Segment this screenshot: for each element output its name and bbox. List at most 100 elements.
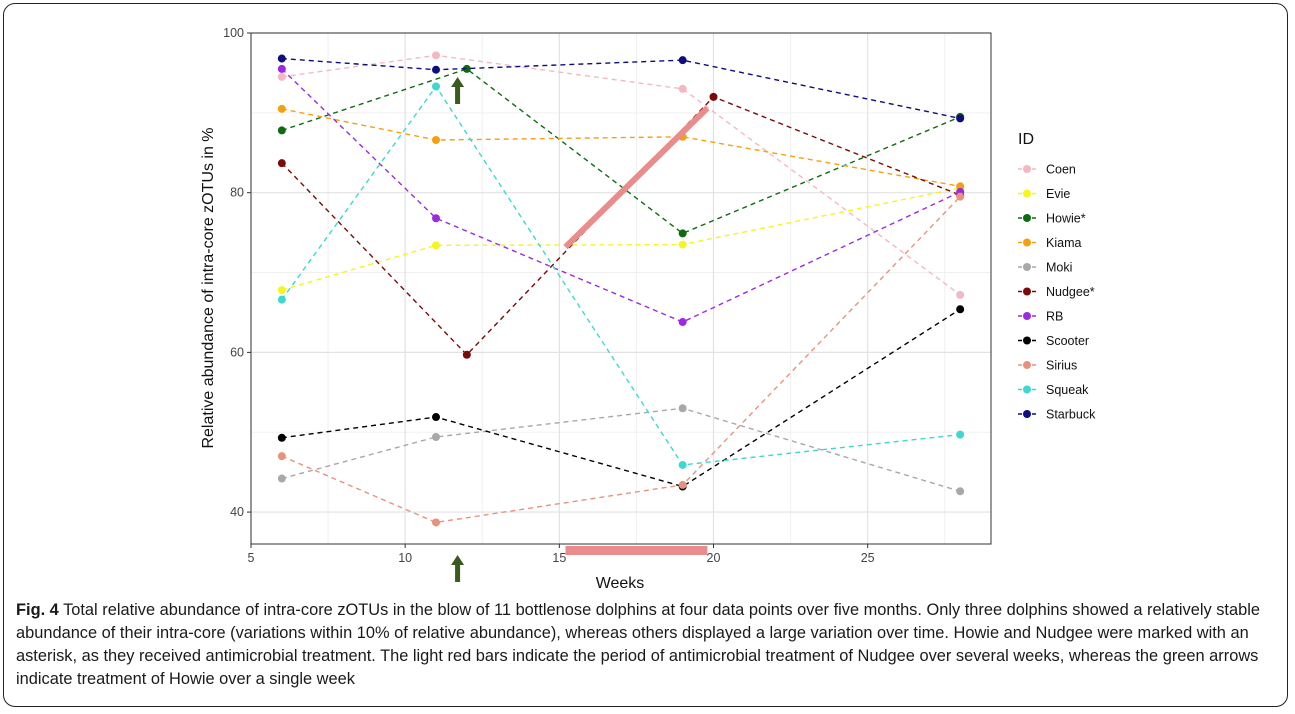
x-tick-label: 10 (398, 551, 412, 565)
y-axis-ticks: 40 60 80 100 (223, 26, 251, 519)
annotation-layer (451, 77, 710, 582)
line-chart: 40 60 80 100 5 10 15 20 25 Weeks Relative abund… (200, 26, 1096, 592)
legend-key-dot (1023, 312, 1031, 320)
legend-item: Moki (1018, 261, 1072, 275)
data-point (678, 56, 687, 65)
y-axis-title: Relative abundance of intra-core zOTUs i… (200, 127, 217, 448)
data-point (678, 460, 687, 469)
data-point (678, 480, 687, 489)
data-point (432, 518, 440, 527)
nudgee-treatment-line (563, 105, 710, 250)
legend-key-dot (1023, 361, 1031, 369)
howie-treatment-arrow (451, 555, 465, 582)
series-squeak (277, 82, 965, 469)
x-axis-title: Weeks (596, 575, 645, 592)
legend-item: Coen (1018, 163, 1076, 177)
legend-title: ID (1018, 131, 1034, 148)
data-point (277, 54, 286, 63)
data-point (956, 430, 965, 439)
data-point (277, 474, 286, 483)
series-line (281, 96, 961, 356)
series-line (281, 54, 961, 296)
series-coen (277, 51, 965, 299)
legend-key-dot (1023, 336, 1031, 345)
data-point (432, 241, 440, 250)
figure-frame (3, 3, 1288, 707)
data-point (277, 64, 286, 73)
legend-item: Scooter (1018, 334, 1089, 348)
caption-label: Fig. 4 (16, 601, 59, 619)
figure-caption: Fig. 4 Total relative abundance of intra… (16, 599, 1278, 691)
data-point (678, 229, 687, 238)
series-line (281, 308, 961, 488)
legend-key-dot (1023, 287, 1031, 296)
series-sirius (277, 192, 965, 527)
data-point (277, 452, 286, 461)
legend-label: Squeak (1046, 383, 1089, 397)
data-point (956, 487, 965, 496)
series-layer (277, 51, 965, 527)
legend-label: Moki (1046, 261, 1072, 275)
legend-item: Kiama (1018, 236, 1081, 250)
data-point (956, 182, 965, 191)
data-point (709, 92, 718, 101)
legend-label: Evie (1046, 187, 1070, 201)
data-point (678, 404, 687, 413)
data-point (956, 114, 965, 123)
data-point (432, 65, 440, 74)
data-point (956, 305, 965, 314)
legend-item: Sirius (1018, 359, 1077, 373)
series-line (281, 187, 961, 291)
howie-treatment-arrow (451, 77, 465, 104)
legend-item: Starbuck (1018, 408, 1096, 422)
data-point (277, 159, 286, 168)
data-point (462, 64, 471, 73)
data-point (277, 72, 286, 81)
legend-item: Evie (1018, 187, 1070, 201)
caption-text: Total relative abundance of intra-core z… (16, 601, 1260, 688)
legend-label: Kiama (1046, 236, 1081, 250)
legend-key-dot (1023, 238, 1031, 247)
data-point (432, 82, 440, 91)
legend-item: RB (1018, 310, 1063, 324)
series-line (281, 68, 961, 235)
series-nudgee (277, 92, 965, 359)
y-tick-label: 60 (230, 345, 244, 359)
data-point (277, 295, 286, 304)
legend-key-dot (1023, 189, 1031, 198)
legend-label: Starbuck (1046, 408, 1096, 422)
legend-label: Nudgee* (1046, 285, 1095, 299)
data-point (432, 214, 440, 223)
legend-label: Howie* (1046, 212, 1086, 226)
data-point (432, 413, 440, 422)
legend-key-dot (1023, 214, 1031, 222)
data-point (956, 192, 965, 201)
data-point (678, 84, 687, 93)
data-point (277, 286, 286, 295)
y-tick-label: 80 (230, 186, 244, 200)
x-axis-ticks: 5 10 15 20 25 (248, 544, 875, 565)
legend-item: Howie* (1018, 212, 1086, 226)
legend-label: Scooter (1046, 334, 1089, 348)
legend-item: Nudgee* (1018, 285, 1095, 299)
series-howie (277, 64, 965, 238)
x-tick-label: 15 (552, 551, 566, 565)
data-point (678, 240, 687, 249)
y-tick-label: 100 (223, 26, 244, 40)
plot-panel (250, 32, 992, 545)
legend-key-dot (1023, 385, 1031, 394)
data-point (462, 350, 471, 359)
series-kiama (277, 104, 965, 191)
legend-label: RB (1046, 310, 1063, 324)
series-line (281, 108, 961, 187)
data-point (432, 135, 440, 144)
series-scooter (277, 305, 965, 491)
data-point (956, 290, 965, 299)
series-starbuck (277, 54, 965, 123)
x-tick-label: 5 (248, 551, 255, 565)
data-point (432, 433, 440, 442)
nudgee-treatment-bar (565, 546, 708, 555)
data-point (277, 126, 286, 135)
series-line (281, 196, 961, 524)
legend-label: Sirius (1046, 359, 1077, 373)
